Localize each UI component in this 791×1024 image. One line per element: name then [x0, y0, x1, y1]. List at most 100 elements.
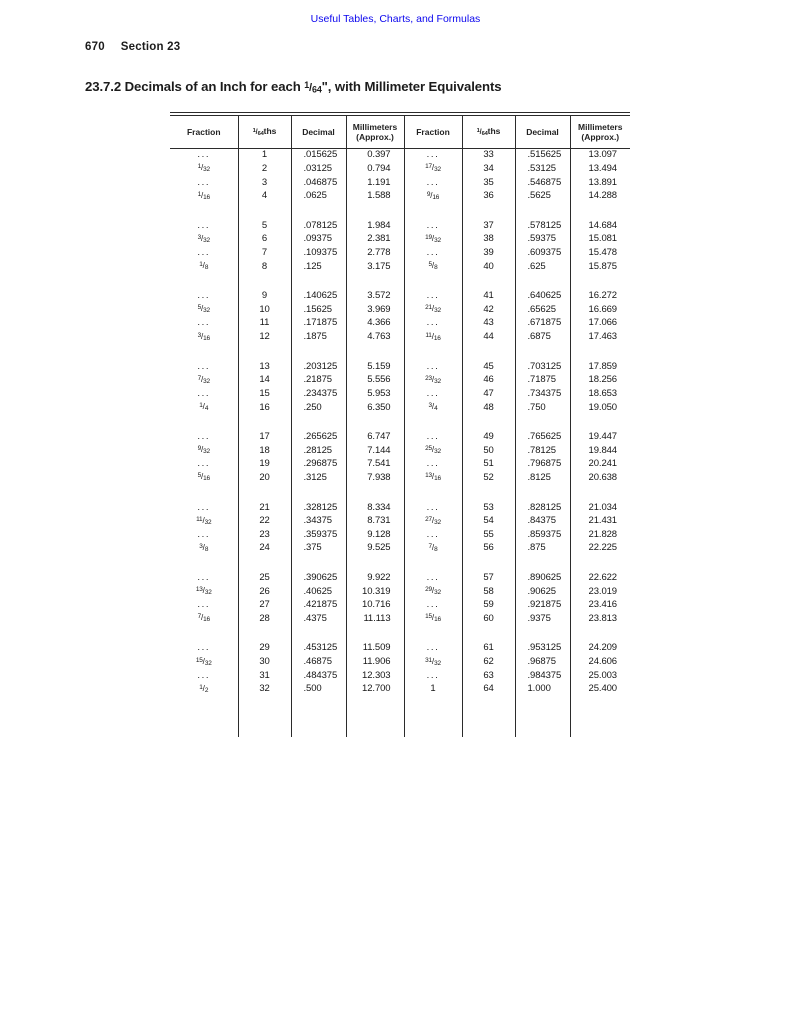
spacer-cell	[170, 485, 239, 502]
spacer-cell	[346, 626, 405, 643]
decimal-cell: .515625	[515, 148, 571, 162]
table-row: 11/32 22.34375 8.731 27/32 54.84375 21.431	[170, 513, 630, 529]
millimeters-cell: 13.494	[588, 163, 618, 174]
spacer-cell	[404, 344, 463, 361]
decimal-cell: .953125	[515, 642, 571, 655]
millimeters-cell: 12.303	[346, 669, 405, 682]
spacer-cell	[404, 556, 463, 573]
section-label: Section 23	[120, 41, 181, 53]
fraction-cell: ...	[404, 501, 463, 514]
millimeters-cell: 19.050	[588, 401, 618, 413]
fraction-cell: ...	[404, 247, 463, 260]
decimal-cell: .765625	[515, 431, 571, 444]
decimal-cell: .359375	[291, 528, 347, 541]
sixtyfourths-cell: 23	[238, 528, 292, 541]
sixtyfourths-cell: 38	[462, 231, 516, 248]
sixtyfourths-cell: 46	[462, 372, 516, 388]
sixtyfourths-cell: 50	[462, 443, 516, 459]
spacer-row	[170, 556, 630, 573]
millimeters-cell: 16.272	[588, 290, 618, 302]
sixtyfourths-cell: 42	[462, 302, 516, 318]
table-row: 3/32 6.09375 2.381 19/32 38.59375 15.081	[170, 231, 630, 248]
fraction-cell: ...	[404, 317, 463, 330]
spacer-cell	[238, 415, 292, 432]
sixtyfourths-cell: 35	[462, 176, 516, 189]
fraction-cell: 11/32	[170, 513, 239, 529]
decimal-cell: .859375	[515, 528, 571, 541]
table-row: ... 17.265625 6.747... 49.765625 19.447	[170, 431, 630, 444]
spacer-cell	[404, 274, 463, 291]
millimeters-cell: 9.128	[346, 528, 405, 541]
fraction-cell: ...	[404, 148, 463, 162]
fraction-cell: ...	[170, 148, 239, 162]
table-header-row: Fraction 1/64ths Decimal Millimeters (Approx…	[170, 115, 630, 150]
millimeters-cell: 5.953	[346, 387, 405, 400]
sixtyfourths-cell: 9	[238, 290, 292, 303]
fraction-cell: ...	[170, 642, 239, 655]
spacer-cell	[238, 556, 292, 573]
spacer-cell	[462, 485, 516, 502]
millimeters-cell: 24.606	[588, 656, 618, 668]
spacer-cell	[515, 203, 571, 220]
sixtyfourths-cell: 15	[238, 387, 292, 400]
spacer-cell	[346, 344, 405, 361]
fraction-cell: ...	[170, 528, 239, 541]
section-heading: 23.7.2 Decimals of an Inch for each 1/64…	[85, 79, 502, 95]
fraction-cell: 3/16	[170, 329, 239, 345]
spacer-cell	[238, 203, 292, 220]
heading-prefix: 23.7.2 Decimals of an Inch for each	[85, 79, 305, 94]
fraction-cell: ...	[170, 669, 239, 682]
millimeters-cell: 10.716	[346, 599, 405, 612]
millimeters-cell: 10.319	[346, 584, 405, 600]
decimal-cell: .796875	[515, 458, 571, 471]
millimeters-cell: 21.034	[588, 501, 618, 513]
spacer-cell	[238, 626, 292, 643]
column-header: 1/64ths	[238, 115, 292, 150]
fraction-cell: 15/16	[404, 611, 463, 627]
sixtyfourths-cell: 29	[238, 642, 292, 655]
millimeters-cell: 14.288	[588, 190, 618, 202]
header-link[interactable]: Useful Tables, Charts, and Formulas	[310, 13, 481, 25]
table-row: 13/32 26.40625 10.319 29/32 58.90625 23.019	[170, 584, 630, 600]
sixtyfourths-cell: 11	[238, 317, 292, 330]
spacer-cell	[462, 556, 516, 573]
decimal-cell: .96875	[515, 654, 571, 670]
spacer-cell	[404, 415, 463, 432]
column-header: Fraction	[404, 115, 463, 150]
sixtyfourths-cell: 2	[238, 161, 292, 177]
millimeters-cell: 22.225	[588, 542, 618, 554]
spacer-cell	[238, 485, 292, 502]
fraction-cell: ...	[404, 458, 463, 471]
decimal-cell: .421875	[291, 599, 347, 612]
fraction-cell: 1/32	[170, 161, 239, 177]
fraction-cell: ...	[404, 669, 463, 682]
millimeters-cell: 11.113	[346, 611, 405, 627]
millimeters-cell: 4.366	[346, 317, 405, 330]
millimeters-cell: 11.906	[346, 654, 405, 670]
sixtyfourths-cell: 55	[462, 528, 516, 541]
millimeters-cell: 17.859	[588, 360, 618, 372]
table-row: ... 9.140625 3.572... 41.640625 16.272	[170, 290, 630, 303]
spacer-cell	[170, 203, 239, 220]
millimeters-cell: 19.844	[588, 444, 618, 456]
spacer-row	[170, 415, 630, 432]
column-header: 1/64ths	[462, 115, 516, 150]
spacer-cell	[404, 626, 463, 643]
sixtyfourths-cell: 25	[238, 572, 292, 585]
table-row: ... 31.484375 12.303... 63.984375 25.003	[170, 669, 630, 682]
table-row: 1/32 2.03125 0.794 17/32 34.53125 13.494	[170, 161, 630, 177]
decimal-cell: .3125	[291, 470, 347, 486]
millimeters-cell: 23.019	[588, 585, 618, 597]
millimeters-cell: 21.431	[588, 515, 618, 527]
table-row: ... 23.359375 9.128... 55.859375 21.828	[170, 528, 630, 541]
decimal-cell: .328125	[291, 501, 347, 514]
millimeters-cell: 15.875	[588, 260, 618, 272]
decimal-cell: .65625	[515, 302, 571, 318]
fraction-cell: 7/8	[404, 540, 463, 557]
sixtyfourths-cell: 62	[462, 654, 516, 670]
decimal-cell: .703125	[515, 360, 571, 373]
spacer-cell	[346, 274, 405, 291]
fraction-cell: 1/2	[170, 681, 239, 697]
fraction-cell: 3/4	[404, 399, 463, 416]
spacer-cell	[515, 696, 571, 737]
